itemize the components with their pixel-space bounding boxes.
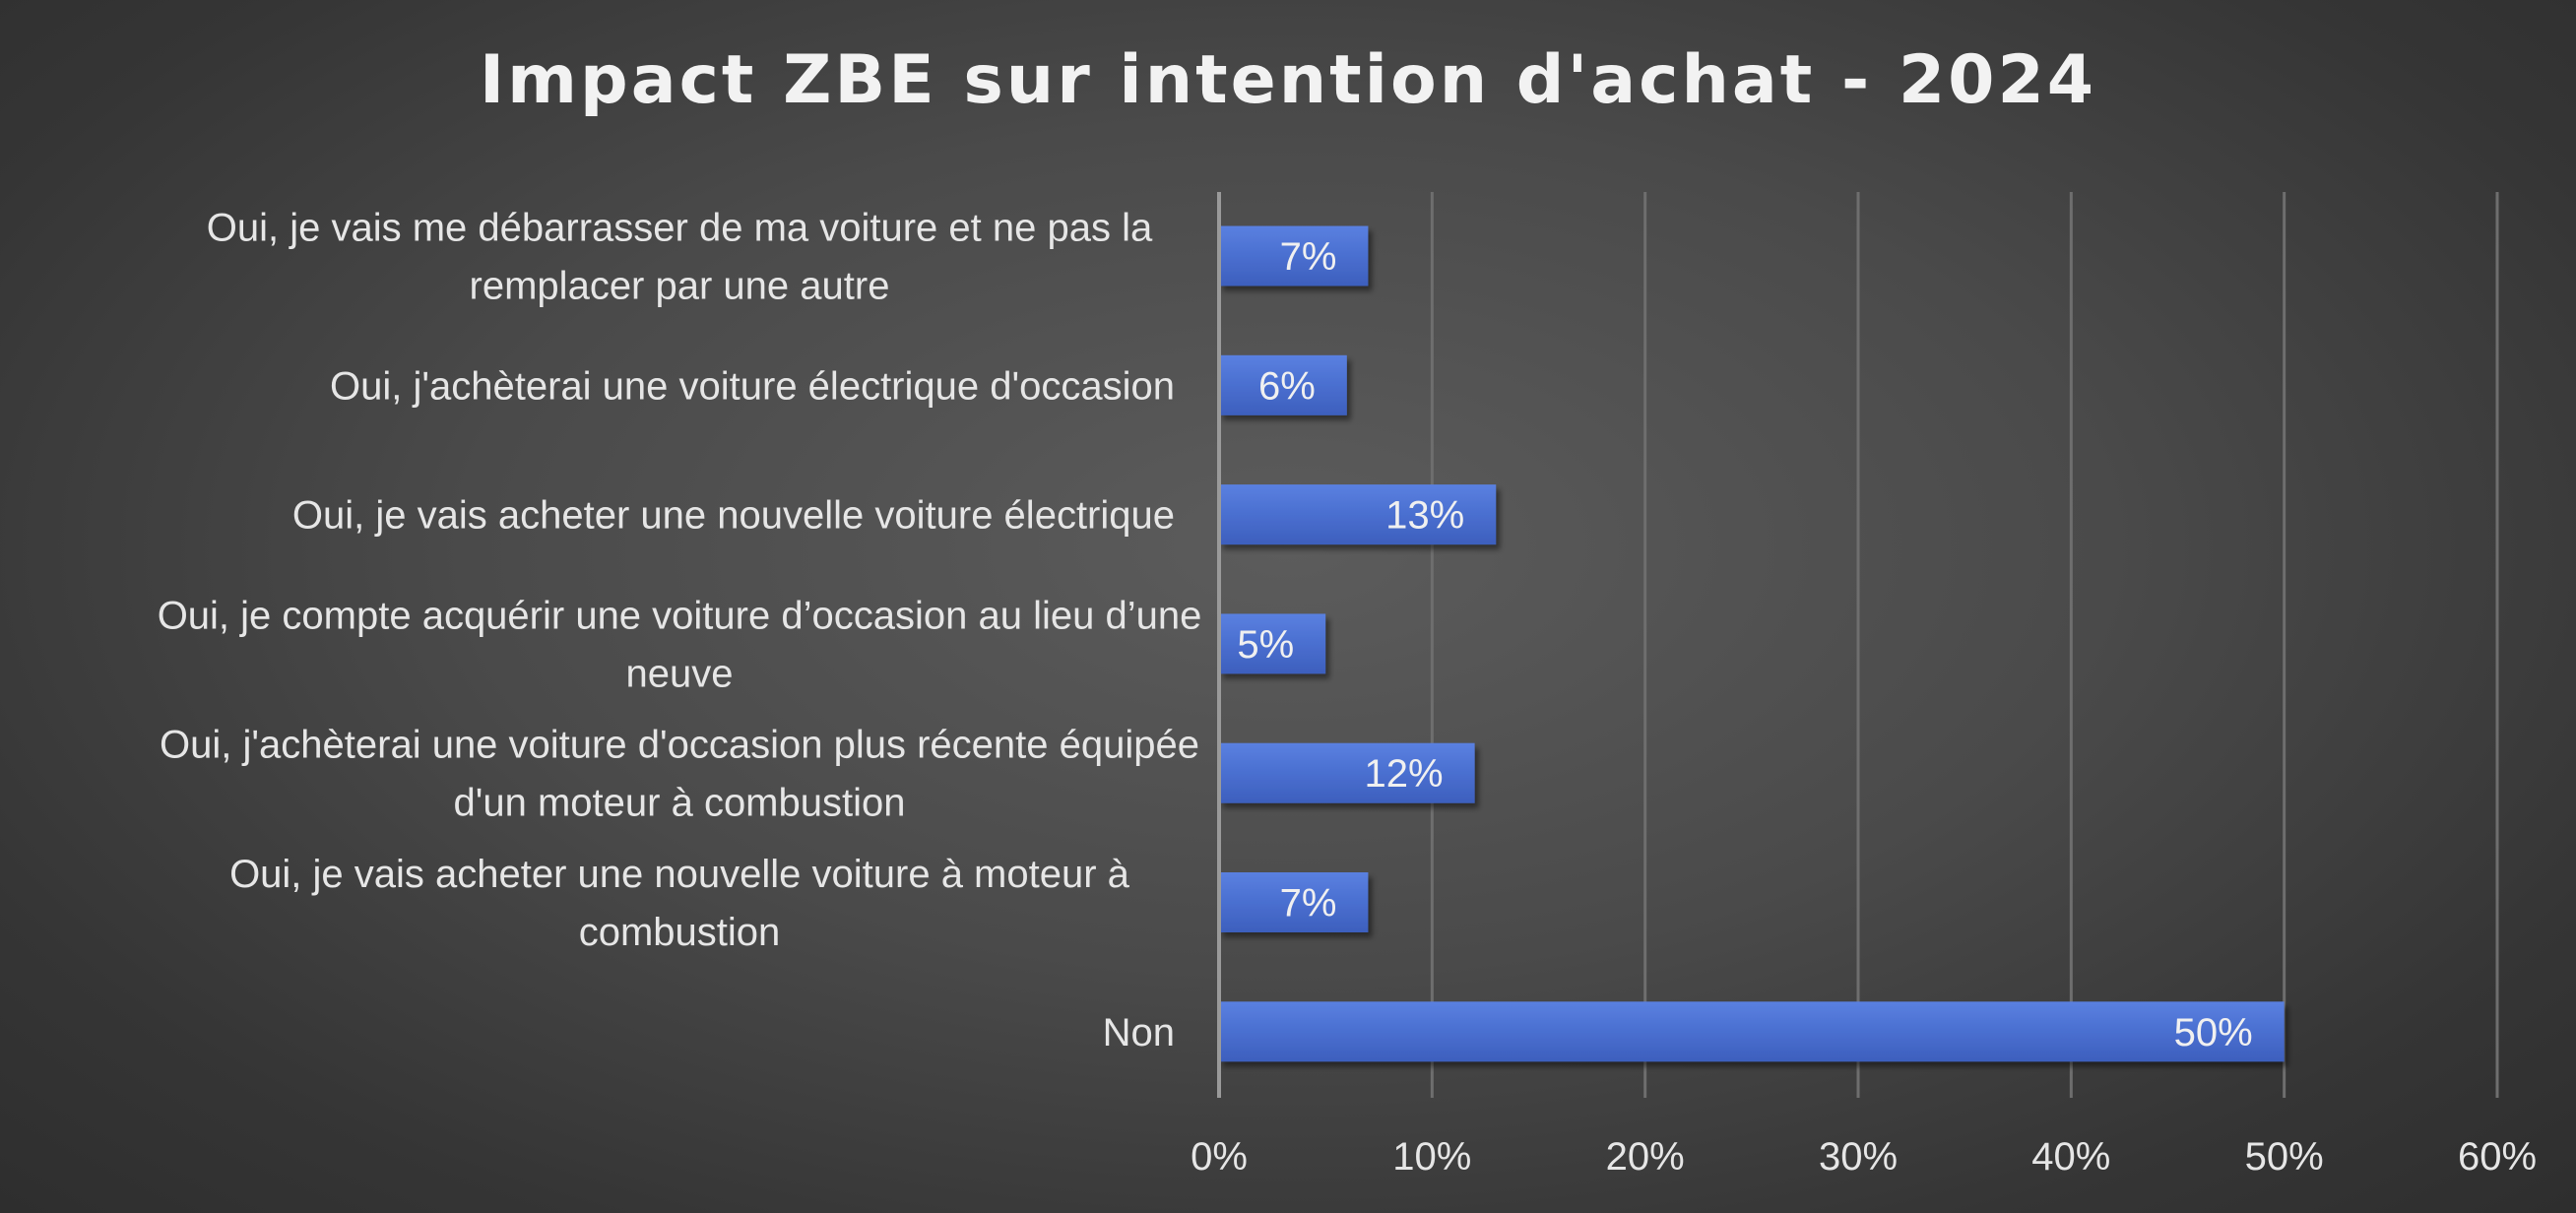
category-label: Oui, je vais acheter une nouvelle voitur… [292,494,1175,538]
category-label-line: neuve [626,652,734,695]
x-tick-label: 50% [2245,1135,2324,1179]
category-label: Non [1103,1011,1175,1054]
bar [1219,872,1369,932]
x-tick-label: 60% [2458,1135,2537,1179]
category-labels: Oui, je vais me débarrasser de ma voitur… [158,207,1202,1054]
data-label: 7% [1280,882,1337,926]
x-tick-label: 40% [2031,1135,2110,1179]
x-tick-label: 30% [1819,1135,1898,1179]
category-label: Oui, je compte acquérir une voiture d’oc… [158,594,1202,695]
bar [1219,225,1369,287]
data-label: 13% [1385,494,1464,538]
category-label: Oui, j'achèterai une voiture électrique … [330,364,1175,408]
x-tick-label: 10% [1392,1135,1471,1179]
x-tick-label: 20% [1606,1135,1685,1179]
bars-layer: 7% 6% 13% 5% 12% 7% 50% [1219,225,2285,1062]
category-label-line: d'un moteur à combustion [453,782,905,825]
bar [1219,613,1326,674]
bar [1219,742,1475,803]
data-label: 7% [1280,235,1337,279]
category-label-line: combustion [579,911,781,954]
chart-title: Impact ZBE sur intention d'achat - 2024 [480,41,2096,119]
bar [1219,354,1347,415]
data-label: 12% [1365,752,1444,796]
category-label: Oui, je vais acheter une nouvelle voitur… [229,853,1130,954]
category-label-line: remplacer par une autre [470,265,890,308]
category-label-line: Oui, je compte acquérir une voiture d’oc… [158,594,1202,637]
x-axis-ticks: 0% 10% 20% 30% 40% 50% 60% [1191,1135,2537,1179]
grid-layer [1430,192,2499,1098]
category-label-line: Oui, je vais acheter une nouvelle voitur… [229,853,1130,896]
category-label-line: Oui, j'achèterai une voiture d'occasion … [160,724,1199,767]
data-label: 6% [1258,364,1316,408]
category-label: Oui, je vais me débarrasser de ma voitur… [207,207,1153,308]
data-label: 5% [1237,623,1294,667]
category-label-line: Oui, je vais me débarrasser de ma voitur… [207,207,1153,250]
data-label: 50% [2174,1011,2253,1054]
category-label: Oui, j'achèterai une voiture d'occasion … [160,724,1199,825]
bar [1219,1001,2285,1062]
x-tick-label: 0% [1191,1135,1248,1179]
bar [1219,484,1497,545]
